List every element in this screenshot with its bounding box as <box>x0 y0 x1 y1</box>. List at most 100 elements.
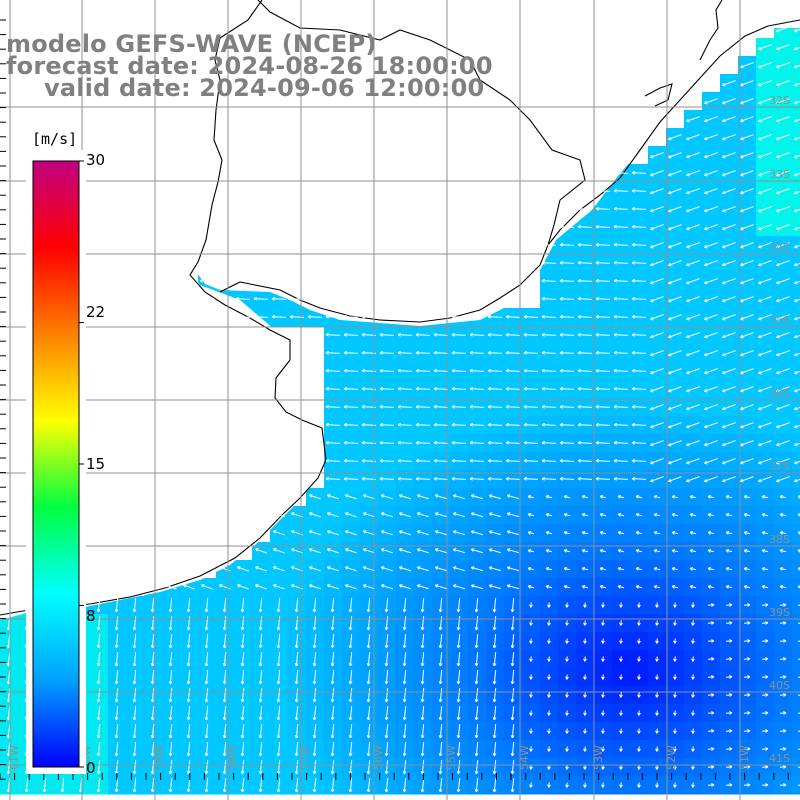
wind-arrow <box>186 759 191 775</box>
wind-arrow <box>272 530 285 536</box>
wind-arrow <box>704 476 718 483</box>
wind-arrow <box>456 597 461 613</box>
wind-arrow <box>758 404 772 411</box>
wind-arrow <box>563 513 571 517</box>
wind-arrow <box>583 620 587 626</box>
wind-arrow <box>420 597 425 613</box>
wind-arrow <box>222 615 227 631</box>
wind-arrow <box>776 404 790 411</box>
wind-arrow <box>362 566 375 572</box>
wind-arrow <box>650 224 664 231</box>
colorbar-tick-label: 8 <box>86 607 96 625</box>
wind-arrow <box>492 615 497 631</box>
wind-arrow <box>686 422 700 429</box>
wind-arrow <box>168 687 173 703</box>
wind-arrow <box>384 597 389 613</box>
wind-arrow <box>794 154 800 159</box>
wind-arrow <box>668 170 682 177</box>
wind-arrow <box>276 615 281 631</box>
wind-arrow <box>348 597 353 613</box>
wind-arrow <box>704 260 718 267</box>
wind-arrow <box>794 334 800 339</box>
wind-arrow <box>668 152 682 159</box>
wind-arrow <box>379 458 395 463</box>
wind-arrow <box>619 692 623 698</box>
wind-arrow <box>456 705 461 721</box>
wind-arrow <box>416 584 429 590</box>
wind-arrow <box>420 669 425 685</box>
wind-arrow <box>434 548 447 554</box>
wind-arrow <box>254 584 267 590</box>
wind-arrow <box>655 746 659 752</box>
wind-arrow <box>722 296 736 303</box>
wind-arrow <box>740 476 754 483</box>
wind-arrow <box>776 170 790 177</box>
wind-arrow <box>722 332 736 339</box>
wind-arrow <box>740 80 754 87</box>
wind-arrow <box>416 512 429 518</box>
wind-arrow <box>362 530 375 536</box>
wind-arrow <box>779 495 787 499</box>
wind-arrow <box>631 350 647 355</box>
wind-arrow <box>707 585 715 589</box>
wind-arrow <box>456 651 461 667</box>
wind-arrow <box>276 777 281 793</box>
wind-arrow <box>545 585 553 589</box>
wind-arrow <box>686 224 700 231</box>
wind-arrow <box>761 531 769 535</box>
wind-arrow <box>397 422 413 427</box>
wind-arrow <box>547 710 551 716</box>
wind-arrow <box>505 368 521 373</box>
wind-arrow <box>470 530 483 536</box>
wind-arrow <box>379 422 395 427</box>
wind-arrow <box>758 98 772 105</box>
wind-arrow <box>691 728 695 734</box>
wind-arrow <box>362 548 375 554</box>
wind-arrow <box>758 368 772 375</box>
wind-arrow <box>722 278 736 285</box>
wind-arrow <box>541 350 557 355</box>
wind-arrow <box>434 584 447 590</box>
wind-arrow <box>258 669 263 685</box>
wind-arrow <box>691 620 695 626</box>
wind-arrow <box>452 530 465 536</box>
wind-arrow <box>794 64 800 69</box>
wind-arrow <box>312 759 317 775</box>
wind-arrow <box>794 46 800 51</box>
wind-arrow <box>222 723 227 739</box>
wind-arrow <box>541 332 557 337</box>
wind-arrow <box>545 513 553 517</box>
wind-arrow <box>325 404 341 409</box>
latitude-label: 40S <box>769 679 790 692</box>
wind-arrow <box>96 669 101 685</box>
wind-arrow <box>565 746 569 752</box>
wind-arrow <box>397 440 413 445</box>
wind-arrow <box>577 206 593 211</box>
longitude-label: 61W <box>8 745 21 770</box>
wind-arrow <box>776 116 790 123</box>
wind-arrow <box>743 765 751 769</box>
wind-arrow <box>637 638 641 644</box>
wind-arrow <box>601 692 605 698</box>
wind-arrow <box>577 368 593 373</box>
wind-arrow <box>474 633 479 649</box>
wind-arrow <box>366 759 371 775</box>
wind-arrow <box>438 633 443 649</box>
wind-arrow <box>452 548 465 554</box>
wind-arrow <box>725 675 733 679</box>
wind-arrow <box>380 494 393 500</box>
wind-cell <box>792 668 800 687</box>
wind-arrow <box>487 476 503 481</box>
wind-arrow <box>492 633 497 649</box>
wind-arrow <box>366 777 371 793</box>
wind-arrow <box>740 188 754 195</box>
wind-arrow <box>510 705 515 721</box>
wind-arrow <box>613 332 629 337</box>
wind-arrow <box>650 188 664 195</box>
wind-arrow <box>689 549 697 553</box>
wind-arrow <box>258 705 263 721</box>
wind-arrow <box>743 693 751 697</box>
wind-arrow <box>114 723 119 739</box>
wind-arrow <box>577 386 593 391</box>
wind-arrow <box>258 633 263 649</box>
